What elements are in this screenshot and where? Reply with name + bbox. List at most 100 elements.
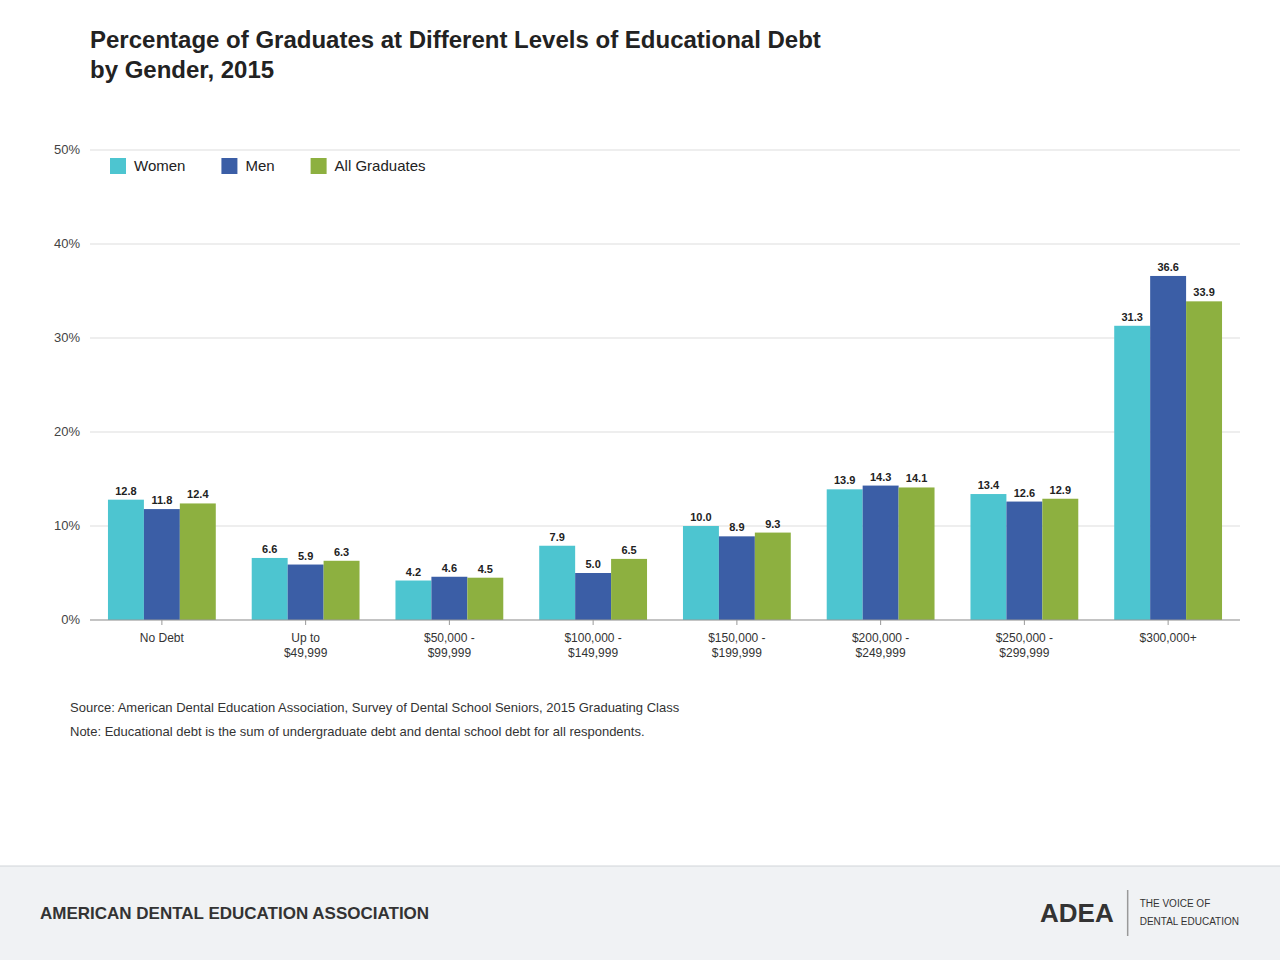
legend-swatch <box>221 158 237 174</box>
x-tick-label: $100,000 -$149,999 <box>564 631 621 660</box>
bar <box>755 533 791 620</box>
text-line: $299,999 <box>999 646 1049 660</box>
text-line: $150,000 - <box>708 631 765 645</box>
y-tick-label: 20% <box>54 424 80 439</box>
bar <box>1114 326 1150 620</box>
bar <box>539 546 575 620</box>
bar <box>431 577 467 620</box>
text-line: by Gender, 2015 <box>90 56 274 83</box>
text-line: No Debt <box>140 631 185 645</box>
footer-separator <box>1127 890 1129 936</box>
grid-line <box>90 244 1240 245</box>
footer-tagline: THE VOICE OF <box>1140 898 1211 909</box>
legend-label: Men <box>245 157 274 174</box>
y-tick-label: 40% <box>54 236 80 251</box>
bar <box>1150 276 1186 620</box>
bar <box>611 559 647 620</box>
data-label: 12.8 <box>115 485 136 497</box>
x-tick-label: $250,000 -$299,999 <box>996 631 1053 660</box>
bar <box>1042 499 1078 620</box>
text-line: $100,000 - <box>564 631 621 645</box>
x-tick <box>880 620 881 625</box>
text-line: $200,000 - <box>852 631 909 645</box>
bar <box>719 536 755 620</box>
legend-swatch <box>110 158 126 174</box>
footer: AMERICAN DENTAL EDUCATION ASSOCIATION ADE… <box>0 866 1280 960</box>
bar <box>575 573 611 620</box>
bar <box>108 500 144 620</box>
data-label: 13.4 <box>978 479 1000 491</box>
footer-logo: ADEA <box>1040 898 1114 928</box>
data-label: 11.8 <box>151 494 172 506</box>
data-label: 5.0 <box>585 558 600 570</box>
x-axis: No Debt Up to$49,999 $50,000 -$99,999 $100,… <box>90 620 1240 660</box>
bar <box>252 558 288 620</box>
y-axis: 0% 10% 20% 30% 40% 50% <box>54 142 1240 627</box>
text-line: $99,999 <box>428 646 472 660</box>
bar <box>144 509 180 620</box>
x-tick <box>1168 620 1169 625</box>
bar <box>395 581 431 620</box>
data-label: 6.5 <box>621 544 636 556</box>
text-line: $249,999 <box>856 646 906 660</box>
x-axis-line <box>90 620 1240 621</box>
annotations: Source: American Dental Education Associ… <box>70 700 680 739</box>
x-tick-label: No Debt <box>140 631 185 645</box>
data-labels: 12.86.64.27.910.013.913.431.311.85.94.65… <box>115 261 1215 578</box>
x-tick <box>593 620 594 625</box>
note: Note: Educational debt is the sum of und… <box>70 724 645 739</box>
text-line: $149,999 <box>568 646 618 660</box>
note: Source: American Dental Education Associ… <box>70 700 680 715</box>
data-label: 12.6 <box>1014 487 1035 499</box>
x-tick <box>305 620 306 625</box>
bar <box>1006 502 1042 620</box>
bars <box>108 276 1222 620</box>
bar <box>288 565 324 620</box>
data-label: 12.4 <box>187 488 209 500</box>
footer-text: AMERICAN DENTAL EDUCATION ASSOCIATION <box>40 904 429 923</box>
grid-line <box>90 620 1240 621</box>
grid-line <box>90 150 1240 151</box>
legend-label: All Graduates <box>335 157 426 174</box>
y-tick-label: 10% <box>54 518 80 533</box>
data-label: 8.9 <box>729 521 744 533</box>
grid-line <box>90 432 1240 433</box>
footer-band <box>0 866 1280 960</box>
bar <box>863 486 899 620</box>
text-line: $49,999 <box>284 646 328 660</box>
data-label: 13.9 <box>834 474 855 486</box>
text-line: Up to <box>291 631 320 645</box>
legend-label: Women <box>134 157 185 174</box>
text-line: $50,000 - <box>424 631 475 645</box>
x-tick-label: $150,000 -$199,999 <box>708 631 765 660</box>
data-label: 10.0 <box>690 511 711 523</box>
footer-tagline: DENTAL EDUCATION <box>1140 916 1239 927</box>
data-label: 9.3 <box>765 518 780 530</box>
chart: Percentage of Graduates at Different Lev… <box>0 0 1280 960</box>
title: Percentage of Graduates at Different Lev… <box>90 26 821 83</box>
data-label: 33.9 <box>1193 286 1214 298</box>
data-label: 6.3 <box>334 546 349 558</box>
legend-item: Men <box>221 157 274 174</box>
text-line: $250,000 - <box>996 631 1053 645</box>
y-tick-label: 30% <box>54 330 80 345</box>
data-label: 31.3 <box>1121 311 1142 323</box>
text-line: $300,000+ <box>1140 631 1197 645</box>
bar <box>899 487 935 620</box>
grid-line <box>90 338 1240 339</box>
data-label: 36.6 <box>1157 261 1178 273</box>
data-label: 14.1 <box>906 472 927 484</box>
x-tick-label: $300,000+ <box>1140 631 1197 645</box>
text-line: Percentage of Graduates at Different Lev… <box>90 26 821 53</box>
y-tick-label: 50% <box>54 142 80 157</box>
y-tick-label: 0% <box>61 612 80 627</box>
data-label: 5.9 <box>298 550 313 562</box>
text-line: $199,999 <box>712 646 762 660</box>
bar <box>683 526 719 620</box>
legend-item: Women <box>110 157 185 174</box>
x-tick <box>736 620 737 625</box>
data-label: 7.9 <box>550 531 565 543</box>
x-tick-label: $50,000 -$99,999 <box>424 631 475 660</box>
legend-item: All Graduates <box>311 157 426 174</box>
legend: Women Men All Graduates <box>110 157 426 174</box>
